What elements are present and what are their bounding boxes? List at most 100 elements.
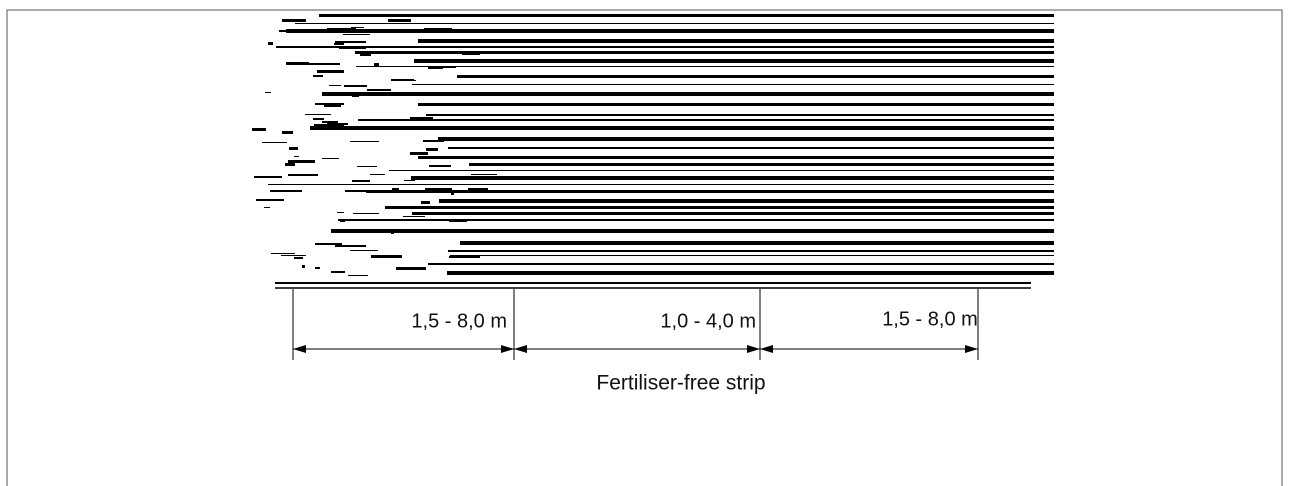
field-speck [351,27,364,28]
field-stripe [389,170,1054,171]
field-speck [265,92,271,93]
field-speck [413,16,439,17]
field-speck [367,89,391,91]
field-speck [428,220,432,221]
field-speck [271,253,295,254]
field-stripe [358,119,1054,121]
field-stripe [286,29,1054,33]
field-speck [322,158,339,159]
field-speck [391,232,394,234]
caption: Fertiliser-free strip [596,372,765,395]
field-speck [410,117,433,120]
field-stripe [331,229,1054,233]
field-speck [374,63,379,66]
field-speck [264,207,270,208]
dimension-label: 1,5 - 8,0 m [411,310,507,332]
field-stripe [448,147,1054,149]
field-stripe [268,184,1054,185]
field-speck [314,124,344,126]
field-speck [426,148,438,151]
field-speck [437,206,454,209]
arrowheads [293,345,978,353]
field-speck [270,190,302,192]
field-stripe [469,163,1054,166]
field-speck [335,41,366,43]
field-speck [294,156,299,157]
field-speck [315,103,344,105]
field-stripe [418,103,1054,106]
field-speck [350,141,379,142]
field-speck [331,271,345,273]
dimension-label: 1,5 - 8,0 m [882,308,978,330]
field-stripe [385,206,1054,209]
field-speck [317,70,344,73]
arrowhead [501,345,514,353]
field-speck [383,51,405,53]
field-speck [344,85,367,87]
field-speck [403,216,425,217]
field-speck [329,85,341,86]
field-speck [262,142,287,143]
field-speck [313,118,324,120]
field-speck [254,176,282,178]
dimension-label: 1,0 - 4,0 m [660,310,756,332]
field-stripe [412,84,1054,85]
field-speck [334,43,344,45]
field-stripe [322,92,1054,96]
field-stripe [310,126,1054,130]
field-drawing [252,14,1054,276]
field-stripe [414,59,1054,63]
field-speck [471,174,497,175]
field-stripe [428,263,1054,265]
field-speck [350,250,378,251]
field-speck [302,265,305,268]
field-speck [462,52,480,55]
field-stripe [460,241,1054,245]
field-speck [428,67,456,68]
field-speck [282,19,306,22]
field-speck [466,31,491,32]
dimension-lines [292,289,979,360]
field-stripe [448,250,1054,252]
field-speck [286,62,309,65]
field-speck [339,47,366,49]
field-speck [288,160,315,163]
field-speck [410,152,428,155]
field-speck [315,243,342,245]
field-speck [322,92,343,94]
field-speck [449,219,467,222]
frame [6,9,1283,486]
field-stripe [276,46,1054,48]
field-stripe [356,66,1054,67]
field-stripe [426,114,1054,116]
field-speck [352,94,359,97]
field-speck [396,267,426,270]
field-stripe [438,137,1054,141]
arrowhead [514,345,527,353]
field-speck [371,255,402,258]
field-stripe [319,14,1054,17]
field-speck [313,75,323,77]
field-speck [449,256,480,258]
field-speck [352,180,370,182]
field-speck [337,212,344,213]
field-stripe [457,75,1054,78]
arrowhead [965,345,978,353]
field-speck [424,28,452,29]
field-speck [360,54,371,56]
field-stripe [338,219,1054,221]
field-speck [285,163,295,166]
field-speck [451,192,454,195]
field-speck [441,202,451,203]
field-stripe [412,212,1054,215]
field-speck [348,275,368,276]
field-speck [392,231,408,233]
field-speck [421,201,430,204]
field-speck [428,68,443,69]
field-stripe [411,176,1054,180]
field-speck [392,188,399,191]
field-speck [343,34,370,35]
field-speck [340,221,345,222]
field-speck [308,63,340,65]
